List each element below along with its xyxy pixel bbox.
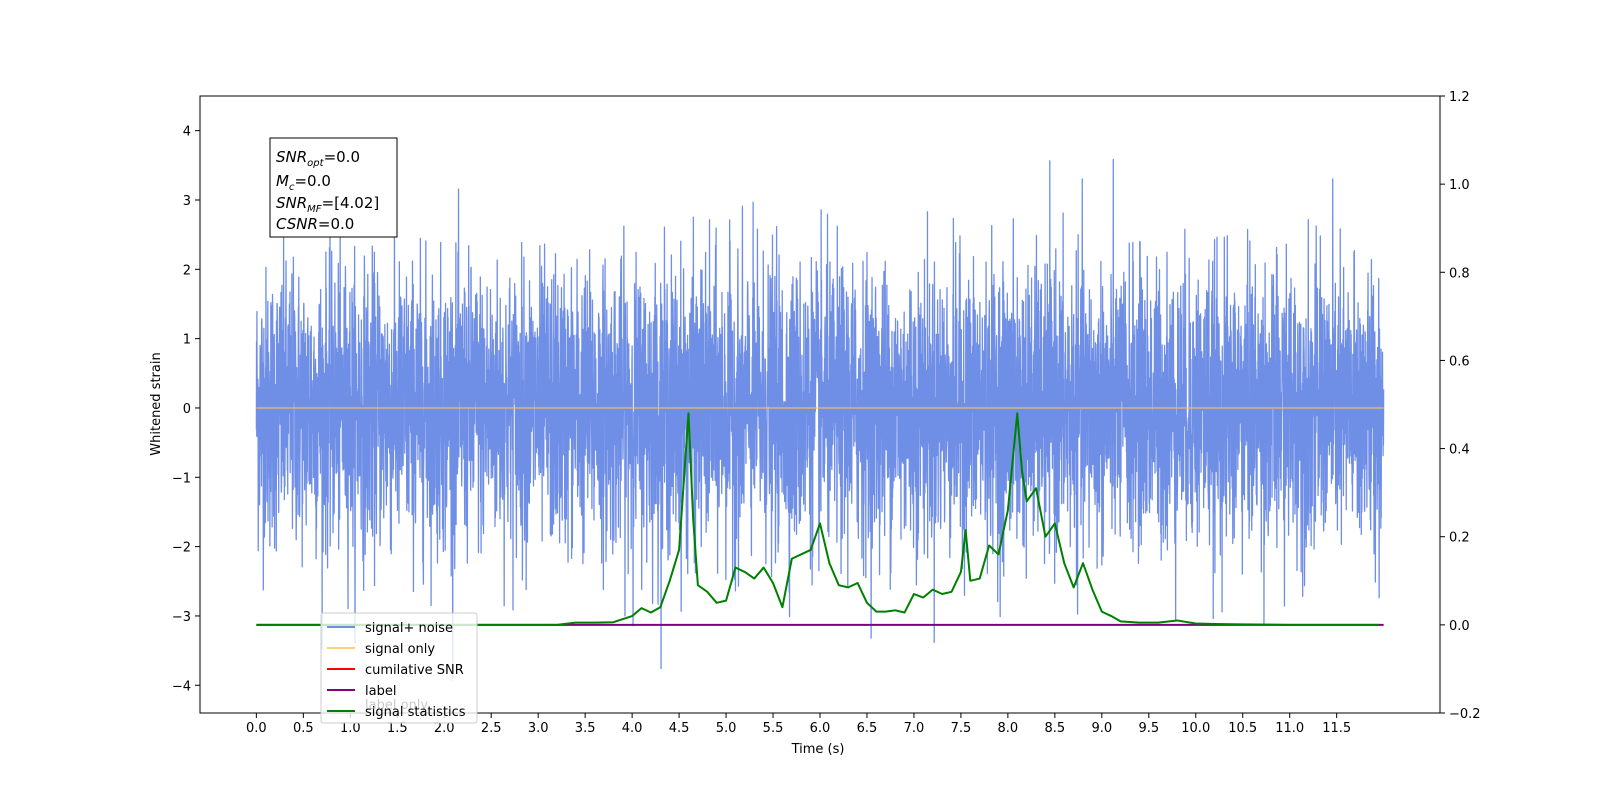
x-tick-label: 3.5 [575, 721, 596, 736]
y-tick-label: 4 [183, 125, 191, 140]
series-signal-statistics-line [256, 412, 1379, 626]
x-tick-label: 0.5 [293, 721, 314, 736]
x-tick-label: 11.5 [1322, 721, 1351, 736]
x-tick-label: 4.0 [622, 721, 643, 736]
legend: label only signal+ noise signal only cumil… [320, 612, 478, 724]
x-tick-label: 0.0 [246, 721, 267, 736]
x-tick-label: 9.0 [1091, 721, 1112, 736]
legend-label: cumilative SNR [365, 663, 464, 678]
y2-tick-label: 0.4 [1449, 443, 1470, 458]
legend-label: label [365, 684, 396, 699]
x-tick-label: 2.0 [434, 721, 455, 736]
y-tick-label: −4 [172, 679, 191, 694]
x-tick-label: 6.5 [857, 721, 878, 736]
x-tick-label: 5.0 [716, 721, 737, 736]
y2-tick-label: 0.8 [1449, 266, 1470, 281]
annotation-snr-opt: SNRopt=0.0 [276, 148, 360, 169]
y-tick-label: −3 [172, 610, 191, 625]
y2-tick-label: 1.2 [1449, 90, 1470, 105]
y-tick-label: 0 [183, 402, 191, 417]
legend-frame [320, 612, 478, 724]
x-tick-label: 11.0 [1275, 721, 1304, 736]
y-tick-label: −2 [172, 541, 191, 556]
annotation-csnr: CSNR=0.0 [276, 215, 354, 233]
annotation-box [269, 137, 398, 238]
y2-tick-label: −0.2 [1449, 707, 1481, 722]
x-tick-label: 4.5 [669, 721, 690, 736]
y-axis-ticks: 4 3 2 1 0 −1 −2 −3 −4 [172, 125, 200, 694]
x-tick-label: 8.5 [1045, 721, 1066, 736]
y-tick-label: 3 [183, 194, 191, 209]
x-tick-label: 9.5 [1138, 721, 1159, 736]
y-axis-label: Whitened strain [149, 352, 164, 455]
x-axis-label: Time (s) [791, 742, 845, 757]
x-tick-label: 3.0 [528, 721, 549, 736]
y-tick-label: 2 [183, 263, 191, 278]
x-tick-label: 10.5 [1228, 721, 1257, 736]
y2-tick-label: 0.0 [1449, 619, 1470, 634]
annotation-snr-mf: SNRMF=[4.02] [276, 194, 379, 215]
x-tick-label: 2.5 [481, 721, 502, 736]
x-tick-label: 5.5 [763, 721, 784, 736]
x-tick-label: 7.5 [951, 721, 972, 736]
legend-label: signal statistics [365, 705, 466, 720]
x-tick-label: 1.0 [340, 721, 361, 736]
legend-overlap-text: label only [365, 698, 428, 713]
y2-tick-label: 1.0 [1449, 178, 1470, 193]
series-signal-noise-line [255, 158, 1385, 682]
x-tick-label: 8.0 [998, 721, 1019, 736]
x-tick-label: 7.0 [904, 721, 925, 736]
x-tick-label: 10.0 [1181, 721, 1210, 736]
legend-label: signal+ noise [365, 621, 453, 636]
x-axis-ticks: 0.0 0.5 1.0 1.5 2.0 2.5 3.0 3.5 4.0 4.5 5.0 5.5 6.0 6… [246, 713, 1351, 736]
legend-label: signal only [365, 642, 435, 657]
x-tick-label: 6.0 [810, 721, 831, 736]
y2-tick-label: 0.2 [1449, 531, 1470, 546]
y-tick-label: 1 [183, 333, 191, 348]
stats-annotation: SNRopt=0.0 Mc=0.0 SNRMF=[4.02] CSNR=0.0 [269, 137, 398, 238]
y2-tick-label: 0.6 [1449, 354, 1470, 369]
annotation-mc: Mc=0.0 [276, 172, 331, 193]
y-tick-label: −1 [172, 471, 191, 486]
y2-axis-ticks: 1.2 1.0 0.8 0.6 0.4 0.2 0.0 −0.2 [1440, 90, 1481, 722]
x-tick-label: 1.5 [387, 721, 408, 736]
